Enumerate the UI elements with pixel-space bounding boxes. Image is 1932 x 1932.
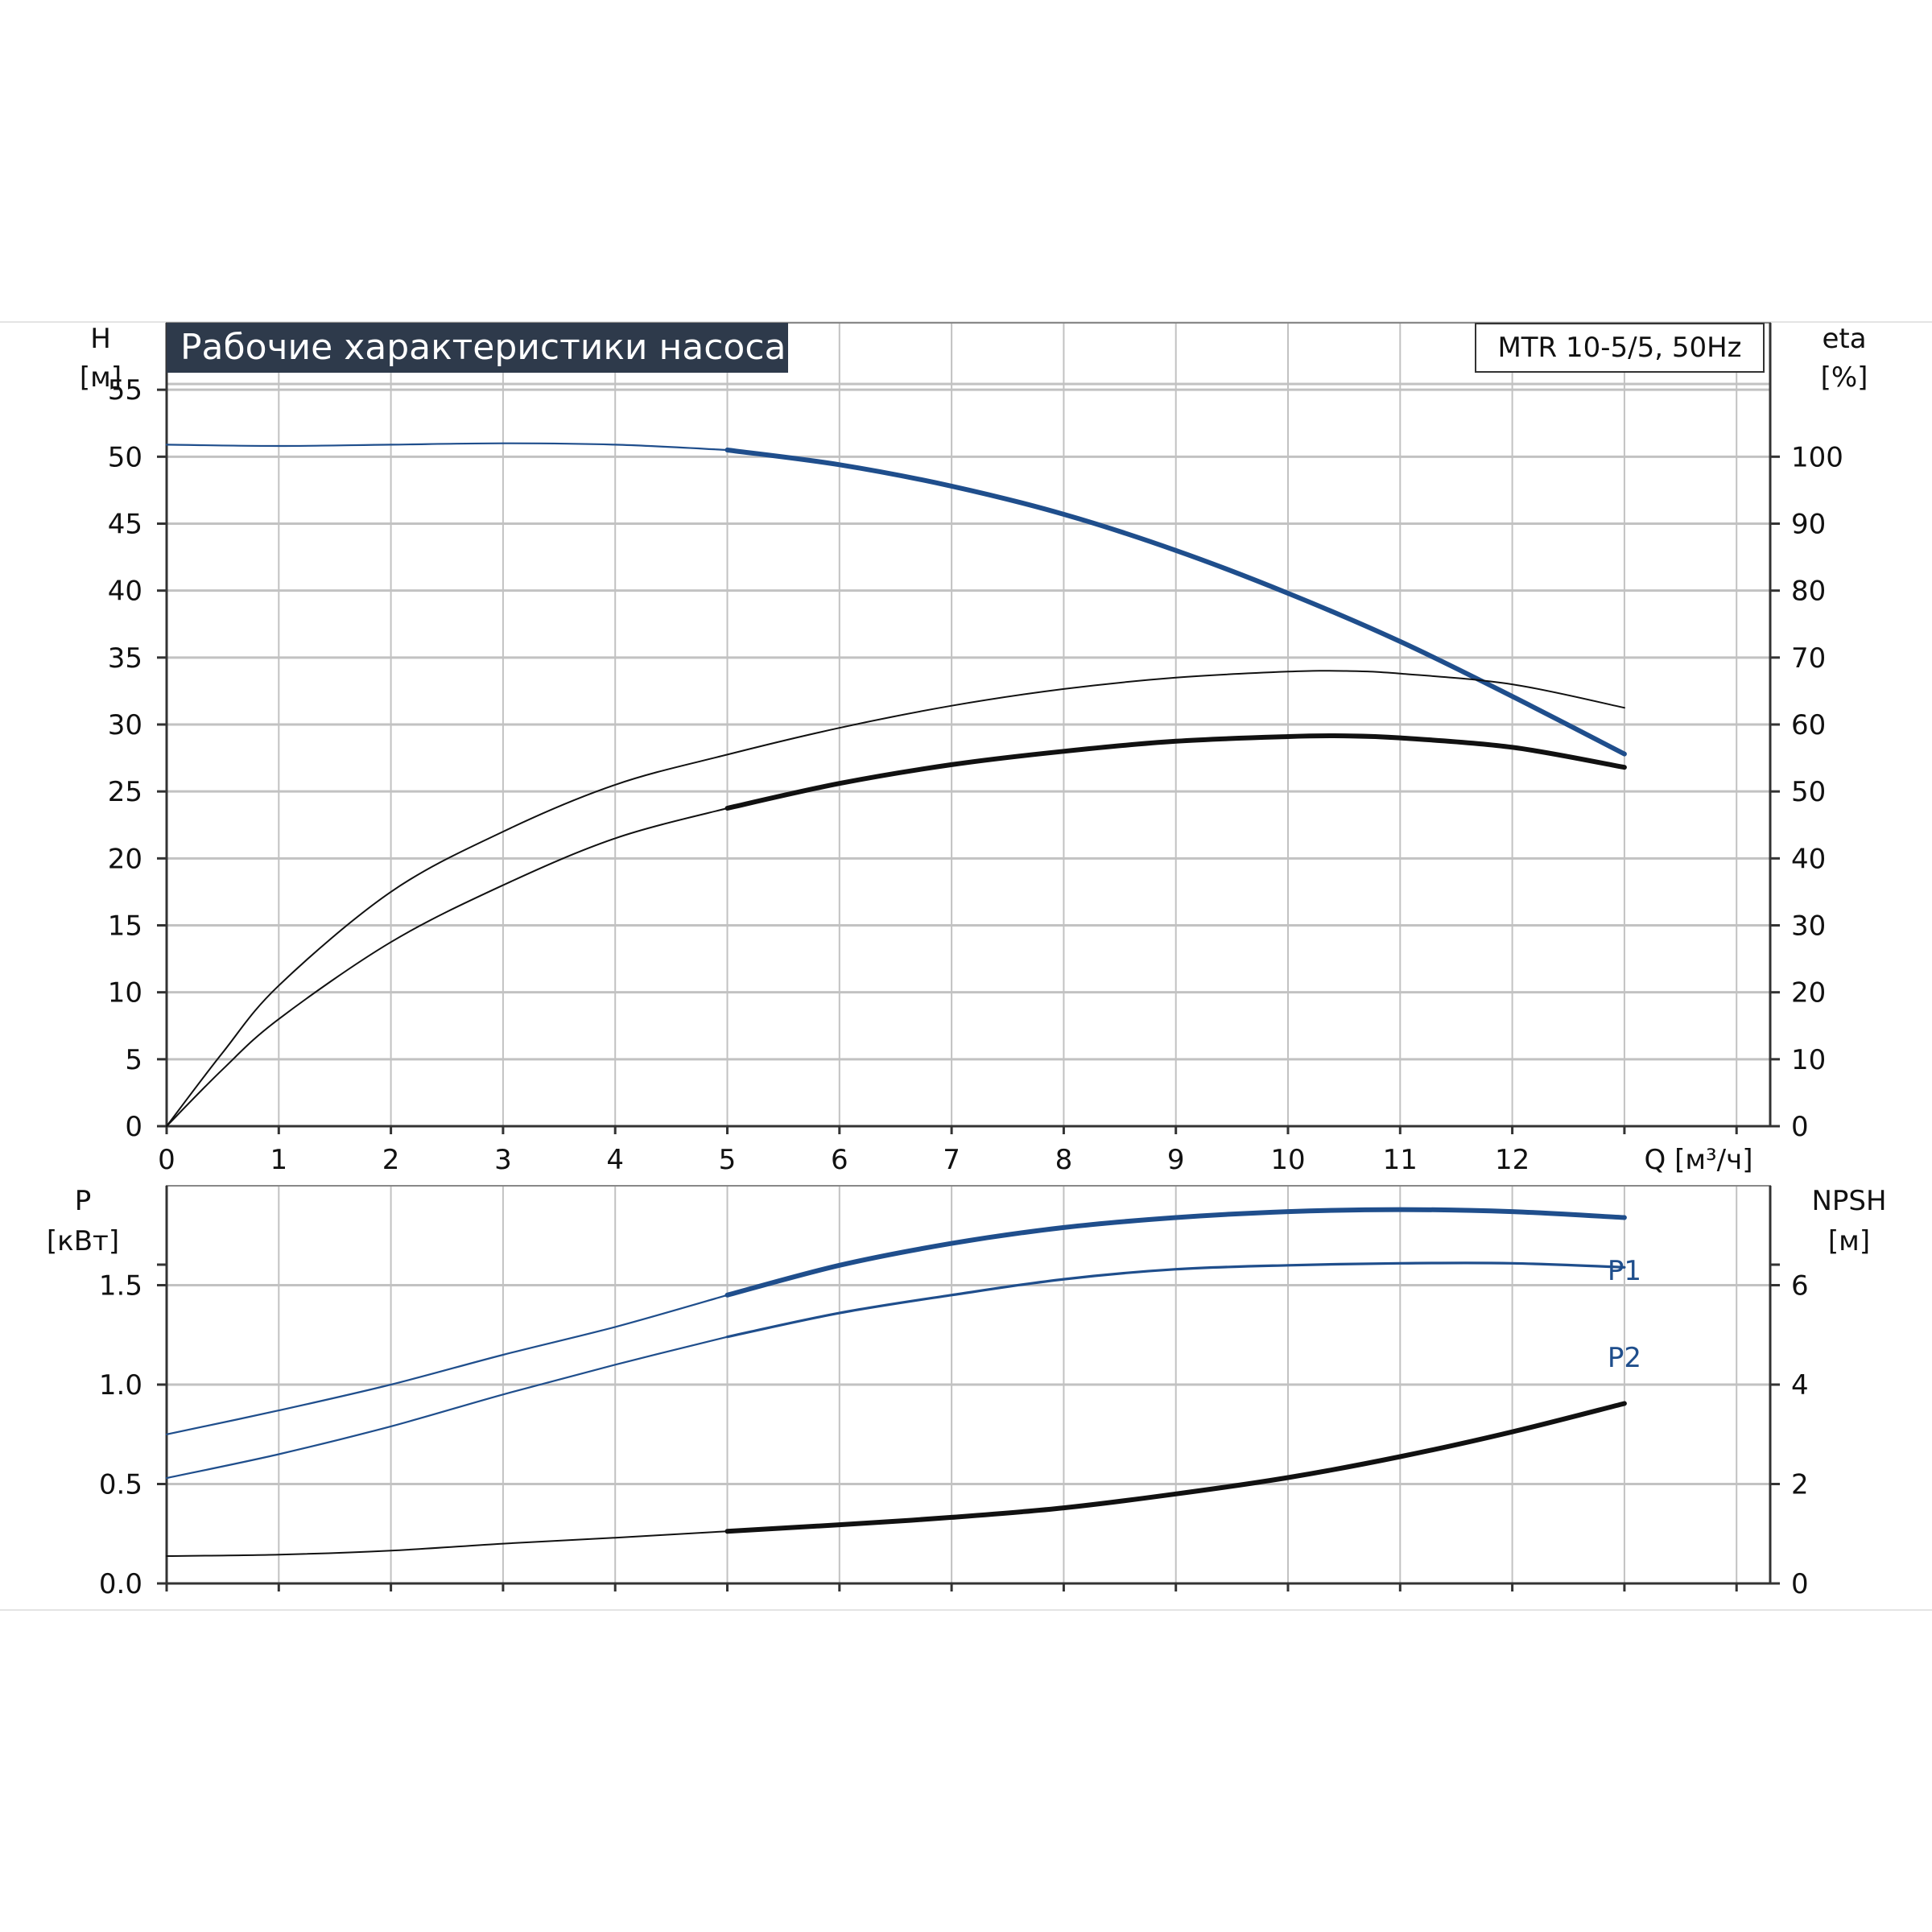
bottom-curve-1 bbox=[724, 1207, 1627, 1298]
top-right-tick-label: 30 bbox=[1791, 910, 1826, 943]
x-tick-label: 5 bbox=[719, 1144, 737, 1176]
tick-labels: 0510152025303540455055010203040506070809… bbox=[99, 374, 1843, 1600]
p-axis-unit: [кВт] bbox=[47, 1225, 119, 1257]
top-left-tick-label: 35 bbox=[108, 642, 142, 675]
model-label: MTR 10-5/5, 50Hz bbox=[1497, 332, 1741, 364]
x-tick-label: 2 bbox=[382, 1144, 400, 1176]
model-box bbox=[1475, 323, 1765, 373]
x-tick-label: 9 bbox=[1167, 1144, 1185, 1176]
top-left-tick-label: 50 bbox=[108, 441, 142, 473]
top-left-tick-label: 25 bbox=[108, 776, 142, 808]
bottom-curve-3 bbox=[725, 1261, 1626, 1339]
x-tick-label: 3 bbox=[494, 1144, 512, 1176]
x-tick-label: 0 bbox=[158, 1144, 175, 1176]
top-curve-2 bbox=[166, 670, 1625, 1127]
top-curve-4 bbox=[724, 733, 1627, 811]
top-right-tick-label: 40 bbox=[1791, 843, 1826, 875]
eta-axis-title: eta bbox=[1822, 323, 1866, 355]
top-left-tick-label: 20 bbox=[108, 843, 142, 875]
chart-title: Рабочие характеристики насоса bbox=[180, 327, 786, 368]
x-tick-label: 12 bbox=[1495, 1144, 1530, 1176]
top-left-tick-label: 40 bbox=[108, 576, 142, 608]
x-tick-label: 8 bbox=[1055, 1144, 1073, 1176]
eta-axis-unit: [%] bbox=[1821, 361, 1868, 394]
top-right-tick-label: 10 bbox=[1791, 1044, 1826, 1076]
curves bbox=[165, 442, 1627, 1557]
npsh-axis-title: NPSH bbox=[1811, 1185, 1886, 1217]
top-left-tick-label: 0 bbox=[125, 1111, 142, 1143]
bottom-right-tick-label: 6 bbox=[1791, 1270, 1809, 1302]
top-right-tick-label: 80 bbox=[1791, 576, 1826, 608]
top-left-tick-label: 30 bbox=[108, 709, 142, 741]
top-left-tick-label: 5 bbox=[125, 1044, 142, 1076]
q-axis-title: Q [м³/ч] bbox=[1645, 1144, 1753, 1176]
top-left-tick-label: 45 bbox=[108, 509, 142, 541]
x-tick-label: 4 bbox=[606, 1144, 624, 1176]
top-right-tick-label: 70 bbox=[1791, 642, 1826, 675]
bottom-right-tick-label: 4 bbox=[1791, 1369, 1809, 1402]
p-axis-title: P bbox=[75, 1185, 92, 1217]
bottom-left-tick-label: 1.0 bbox=[99, 1369, 142, 1402]
x-tick-label: 11 bbox=[1383, 1144, 1418, 1176]
bottom-curve-2 bbox=[165, 1335, 729, 1480]
top-left-tick-label: 10 bbox=[108, 977, 142, 1009]
top-right-tick-label: 100 bbox=[1791, 441, 1843, 473]
x-tick-label: 10 bbox=[1270, 1144, 1305, 1176]
bottom-curve-5 bbox=[724, 1401, 1627, 1534]
h-axis-unit: [м] bbox=[80, 361, 122, 394]
top-left-tick-label: 15 bbox=[108, 910, 142, 943]
p2-label: P2 bbox=[1608, 1342, 1641, 1374]
top-right-tick-label: 0 bbox=[1791, 1111, 1809, 1143]
x-tick-label: 1 bbox=[270, 1144, 287, 1176]
bottom-right-tick-label: 2 bbox=[1791, 1469, 1809, 1501]
top-right-tick-label: 50 bbox=[1791, 776, 1826, 808]
top-right-tick-label: 20 bbox=[1791, 977, 1826, 1009]
p1-label: P1 bbox=[1608, 1255, 1641, 1287]
x-tick-label: 6 bbox=[831, 1144, 848, 1176]
top-left-tick-label: 55 bbox=[108, 374, 142, 407]
top-right-tick-label: 60 bbox=[1791, 709, 1826, 741]
npsh-axis-unit: [м] bbox=[1828, 1225, 1870, 1257]
top-chart-grid bbox=[167, 323, 1770, 1126]
bottom-left-tick-label: 1.5 bbox=[99, 1270, 142, 1302]
bottom-left-tick-label: 0.5 bbox=[99, 1469, 142, 1501]
bottom-chart-grid bbox=[167, 1186, 1770, 1583]
top-right-tick-label: 90 bbox=[1791, 509, 1826, 541]
title-box bbox=[167, 323, 788, 373]
bottom-right-tick-label: 0 bbox=[1791, 1568, 1809, 1600]
bottom-curve-0 bbox=[165, 1294, 729, 1435]
bottom-curve-4 bbox=[166, 1530, 729, 1557]
x-tick-label: 7 bbox=[943, 1144, 960, 1176]
bottom-left-tick-label: 0.0 bbox=[99, 1568, 142, 1600]
h-axis-title: H bbox=[90, 323, 111, 355]
top-curve-0 bbox=[165, 442, 729, 452]
top-curve-3 bbox=[166, 807, 729, 1127]
